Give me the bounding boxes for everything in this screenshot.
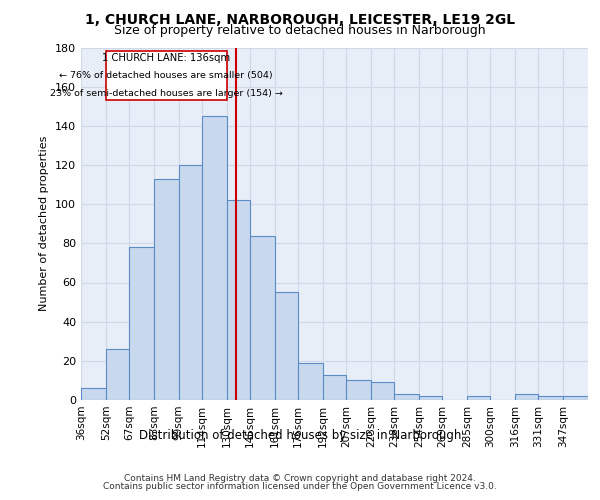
Text: 23% of semi-detached houses are larger (154) →: 23% of semi-detached houses are larger (… [50,90,283,98]
Text: Contains HM Land Registry data © Crown copyright and database right 2024.: Contains HM Land Registry data © Crown c… [124,474,476,483]
Bar [129,247,154,400]
Text: 1 CHURCH LANE: 136sqm: 1 CHURCH LANE: 136sqm [102,54,230,64]
Bar [515,394,538,400]
Text: Contains public sector information licensed under the Open Government Licence v3: Contains public sector information licen… [103,482,497,491]
Text: ← 76% of detached houses are smaller (504): ← 76% of detached houses are smaller (50… [59,72,273,80]
Text: Distribution of detached houses by size in Narborough: Distribution of detached houses by size … [139,430,461,442]
Bar [467,396,490,400]
Bar [275,292,298,400]
Bar [323,374,346,400]
Bar [106,52,227,100]
Bar [298,363,323,400]
Text: 1, CHURCH LANE, NARBOROUGH, LEICESTER, LE19 2GL: 1, CHURCH LANE, NARBOROUGH, LEICESTER, L… [85,13,515,27]
Bar [371,382,394,400]
Bar [346,380,371,400]
Bar [563,396,588,400]
Bar [538,396,563,400]
Bar [419,396,442,400]
Bar [250,236,275,400]
Y-axis label: Number of detached properties: Number of detached properties [40,136,49,312]
Bar [227,200,250,400]
Bar [81,388,106,400]
Bar [179,165,202,400]
Bar [394,394,419,400]
Text: Size of property relative to detached houses in Narborough: Size of property relative to detached ho… [114,24,486,37]
Bar [106,349,129,400]
Bar [154,178,179,400]
Bar [202,116,227,400]
